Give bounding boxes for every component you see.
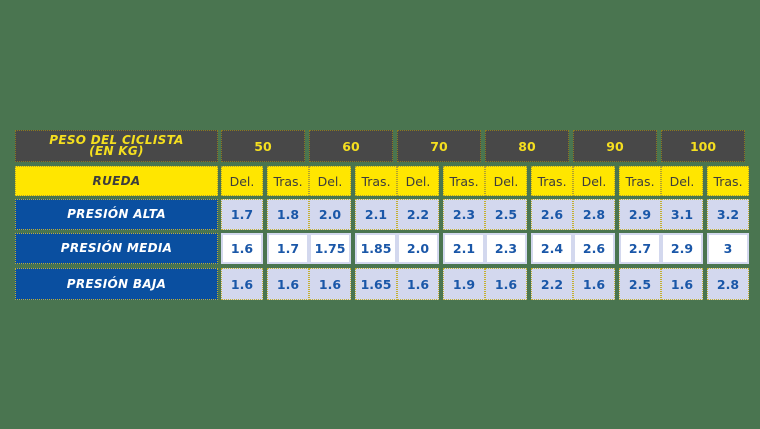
rear-wheel-header: Tras. [443, 166, 485, 196]
front-wheel-header: Del. [221, 166, 263, 196]
pressure-value-cell: 2.9 [619, 199, 661, 230]
row-label: PRESIÓN ALTA [15, 199, 218, 230]
pressure-value-cell: 1.8 [267, 199, 309, 230]
pressure-value-cell: 2.6 [531, 199, 573, 230]
pressure-value-cell: 1.6 [661, 268, 703, 300]
pressure-value-cell: 1.7 [267, 233, 309, 264]
wheel-label: RUEDA [15, 166, 218, 196]
pressure-value-cell: 1.75 [309, 233, 351, 264]
pressure-value-cell: 2.2 [531, 268, 573, 300]
pressure-value-cell: 2.2 [397, 199, 439, 230]
pressure-value-cell: 1.6 [221, 268, 263, 300]
front-wheel-header: Del. [397, 166, 439, 196]
rear-wheel-header: Tras. [619, 166, 661, 196]
pressure-value-cell: 2.6 [573, 233, 615, 264]
pressure-value-cell: 1.6 [221, 233, 263, 264]
pressure-value-cell: 2.0 [397, 233, 439, 264]
pressure-value-cell: 1.9 [443, 268, 485, 300]
pressure-value-cell: 2.9 [661, 233, 703, 264]
pressure-value-cell: 1.65 [355, 268, 397, 300]
pressure-value-cell: 2.1 [355, 199, 397, 230]
front-wheel-header: Del. [573, 166, 615, 196]
pressure-value-cell: 1.7 [221, 199, 263, 230]
header-line-2: (EN KG) [89, 144, 144, 158]
pressure-value-cell: 2.3 [485, 233, 527, 264]
front-wheel-header: Del. [485, 166, 527, 196]
row-label: PRESIÓN MEDIA [15, 233, 218, 264]
weight-header-80: 80 [485, 130, 569, 162]
pressure-value-cell: 1.6 [309, 268, 351, 300]
pressure-value-cell: 2.5 [619, 268, 661, 300]
pressure-value-cell: 1.6 [573, 268, 615, 300]
pressure-value-cell: 1.6 [397, 268, 439, 300]
pressure-value-cell: 2.7 [619, 233, 661, 264]
pressure-value-cell: 2.1 [443, 233, 485, 264]
rear-wheel-header: Tras. [355, 166, 397, 196]
weight-header-50: 50 [221, 130, 305, 162]
rear-wheel-header: Tras. [531, 166, 573, 196]
pressure-value-cell: 3.2 [707, 199, 749, 230]
rear-wheel-header: Tras. [267, 166, 309, 196]
header-line-1: PESO DEL CICLISTA [49, 133, 184, 147]
pressure-value-cell: 2.4 [531, 233, 573, 264]
weight-header-70: 70 [397, 130, 481, 162]
pressure-value-cell: 3 [707, 233, 749, 264]
weight-header-100: 100 [661, 130, 745, 162]
header-weight-label: PESO DEL CICLISTA (EN KG) [15, 130, 218, 162]
front-wheel-header: Del. [661, 166, 703, 196]
pressure-value-cell: 1.85 [355, 233, 397, 264]
pressure-value-cell: 1.6 [485, 268, 527, 300]
front-wheel-header: Del. [309, 166, 351, 196]
pressure-value-cell: 2.8 [573, 199, 615, 230]
pressure-value-cell: 3.1 [661, 199, 703, 230]
weight-header-90: 90 [573, 130, 657, 162]
weight-header-60: 60 [309, 130, 393, 162]
pressure-value-cell: 2.3 [443, 199, 485, 230]
pressure-value-cell: 2.5 [485, 199, 527, 230]
row-label: PRESIÓN BAJA [15, 268, 218, 300]
pressure-value-cell: 2.0 [309, 199, 351, 230]
pressure-value-cell: 2.8 [707, 268, 749, 300]
rear-wheel-header: Tras. [707, 166, 749, 196]
pressure-value-cell: 1.6 [267, 268, 309, 300]
